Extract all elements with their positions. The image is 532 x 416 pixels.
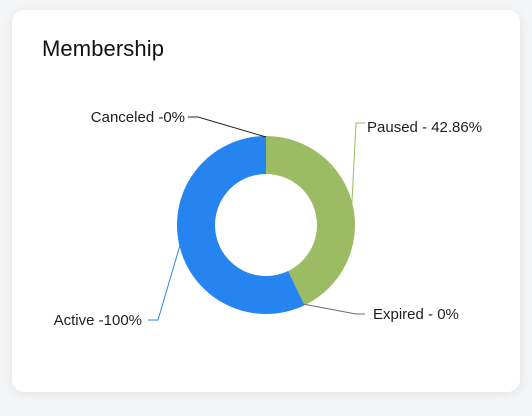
slice-active[interactable]	[177, 136, 305, 314]
card-title: Membership	[42, 36, 165, 61]
leader-line-paused	[351, 122, 365, 206]
leader-line-expired	[304, 303, 365, 315]
slice-label-expired: Expired - 0%	[373, 306, 459, 323]
leader-line-active	[148, 244, 181, 321]
slice-label-active: Active -100%	[54, 312, 142, 329]
leader-line-canceled	[188, 116, 267, 138]
membership-donut-chart: Paused - 42.86% Expired - 0% Active -100% C…	[54, 109, 482, 329]
slice-label-canceled: Canceled -0%	[91, 109, 185, 126]
slice-paused[interactable]	[266, 136, 355, 306]
slice-label-paused: Paused - 42.86%	[367, 119, 482, 136]
membership-card: Membership Paused - 42.86% Expired - 0% Ac…	[12, 10, 520, 392]
